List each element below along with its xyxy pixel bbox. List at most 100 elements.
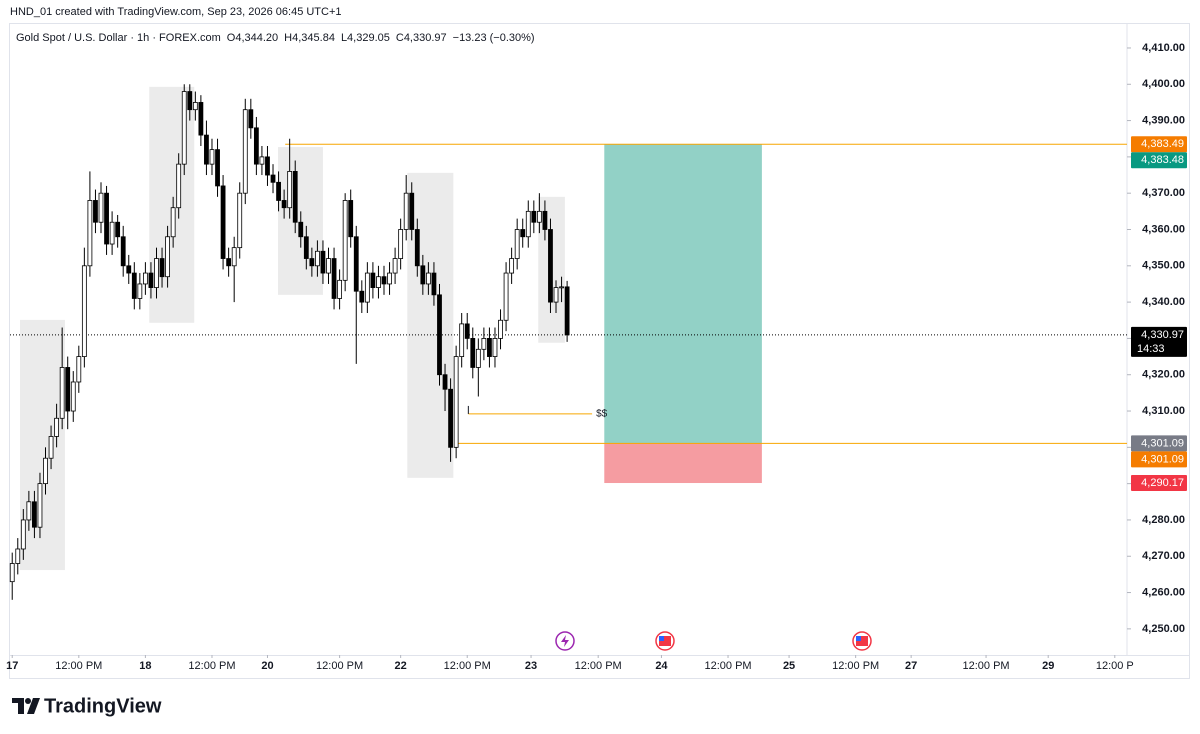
ohlc-value: H4,345.84 — [284, 32, 335, 44]
price-tag-label: 4,383.48 — [1141, 154, 1184, 166]
candle-body — [287, 171, 293, 209]
candle-body — [148, 272, 154, 288]
candle-body — [514, 229, 520, 259]
y-tick-label: 4,410.00 — [1142, 42, 1185, 54]
price-tag-label: 4,330.97 — [1141, 329, 1184, 341]
candle-body — [414, 229, 420, 267]
flag — [856, 636, 868, 646]
logo-mark — [27, 698, 40, 714]
logo-mark — [25, 698, 31, 704]
x-tick-label: 23 — [525, 660, 537, 672]
countdown: 14:33 — [1137, 343, 1165, 355]
candle-body — [420, 265, 426, 285]
x-tick-label: 18 — [139, 660, 151, 672]
candle-body — [276, 181, 281, 201]
candle-body — [553, 287, 559, 303]
candle-body — [259, 156, 265, 165]
candle-body — [248, 109, 254, 129]
candle-body — [242, 109, 248, 194]
candle-body — [43, 457, 48, 485]
x-tick-label: 24 — [655, 660, 668, 672]
candle-body — [159, 258, 165, 278]
candle-body — [376, 276, 381, 288]
candle-body — [192, 102, 198, 111]
y-tick-label: 4,360.00 — [1142, 223, 1185, 235]
candle-body — [470, 338, 476, 368]
candle-body — [187, 91, 193, 111]
candle-body — [115, 221, 121, 238]
price-tag — [1131, 435, 1187, 452]
candle-body — [226, 258, 232, 267]
flag — [659, 636, 664, 641]
candle-body — [181, 91, 187, 165]
candle-body — [315, 250, 320, 267]
candle-body — [209, 149, 215, 165]
candle-body — [481, 338, 487, 350]
candle-body — [492, 338, 498, 357]
marker-label: $$ — [596, 409, 608, 420]
candle-body — [26, 501, 32, 521]
candle-body — [342, 200, 348, 281]
x-tick-label: 25 — [783, 660, 795, 672]
candle-body — [564, 286, 570, 336]
candle-body — [531, 210, 537, 223]
candle-body — [559, 286, 564, 289]
ohlc-value: L4,329.05 — [341, 32, 390, 44]
y-tick-label: 4,260.00 — [1142, 586, 1185, 598]
symbol-title: Gold Spot / U.S. Dollar · 1h · FOREX.com — [16, 32, 221, 44]
highlight-zone — [19, 319, 65, 571]
candle-body — [459, 323, 465, 357]
candle-body — [165, 236, 170, 278]
candle-body — [464, 323, 470, 339]
candle-body — [9, 563, 15, 583]
candle-body — [542, 210, 548, 230]
price-tag — [1131, 152, 1187, 169]
candle-body — [387, 272, 392, 285]
candle-body — [353, 236, 359, 292]
price-tag-label: 4,301.09 — [1141, 453, 1184, 465]
candle-body — [437, 294, 442, 376]
candle-body — [392, 258, 398, 274]
ohlc-value: C4,330.97 — [396, 32, 447, 44]
candle-body — [37, 483, 43, 528]
candle-body — [76, 356, 82, 383]
candle-body — [137, 283, 143, 299]
candle-body — [548, 229, 553, 303]
ohlc-value: O4,344.20 — [227, 32, 278, 44]
y-tick-label: 4,320.00 — [1142, 369, 1185, 381]
candle-body — [309, 258, 315, 267]
x-tick-label: 12:00 PM — [704, 660, 751, 672]
candle-body — [381, 276, 387, 285]
event-icon-bolt — [561, 635, 569, 647]
candle-body — [487, 338, 492, 357]
chart-frame — [9, 23, 1190, 679]
x-tick-label: 12:00 PM — [188, 660, 235, 672]
price-tag-label: 4,290.17 — [1141, 477, 1184, 489]
x-tick-label: 12:00 PM — [575, 660, 622, 672]
candle-body — [303, 236, 309, 259]
candle-body — [98, 192, 104, 223]
candle-body — [65, 367, 71, 412]
price-tag — [1131, 475, 1187, 492]
highlight-zone — [407, 172, 454, 478]
candle-body — [431, 272, 437, 296]
candle-body — [198, 102, 204, 136]
candle-body — [442, 374, 448, 390]
x-tick-label: 20 — [261, 660, 273, 672]
price-tag — [1131, 451, 1187, 468]
y-tick-label: 4,340.00 — [1142, 296, 1185, 308]
candle-body — [348, 200, 354, 238]
candle-body — [59, 367, 65, 419]
candle-body — [503, 272, 509, 321]
candle-body — [109, 221, 115, 245]
flag — [659, 636, 671, 646]
candle-body — [403, 192, 409, 230]
candle-body — [32, 501, 37, 528]
candle-body — [215, 149, 220, 187]
candle-body — [81, 265, 87, 357]
x-tick-label: 12:00 PM — [55, 660, 102, 672]
candle-body — [425, 272, 431, 285]
x-tick-label: 12:00 PM — [316, 660, 363, 672]
